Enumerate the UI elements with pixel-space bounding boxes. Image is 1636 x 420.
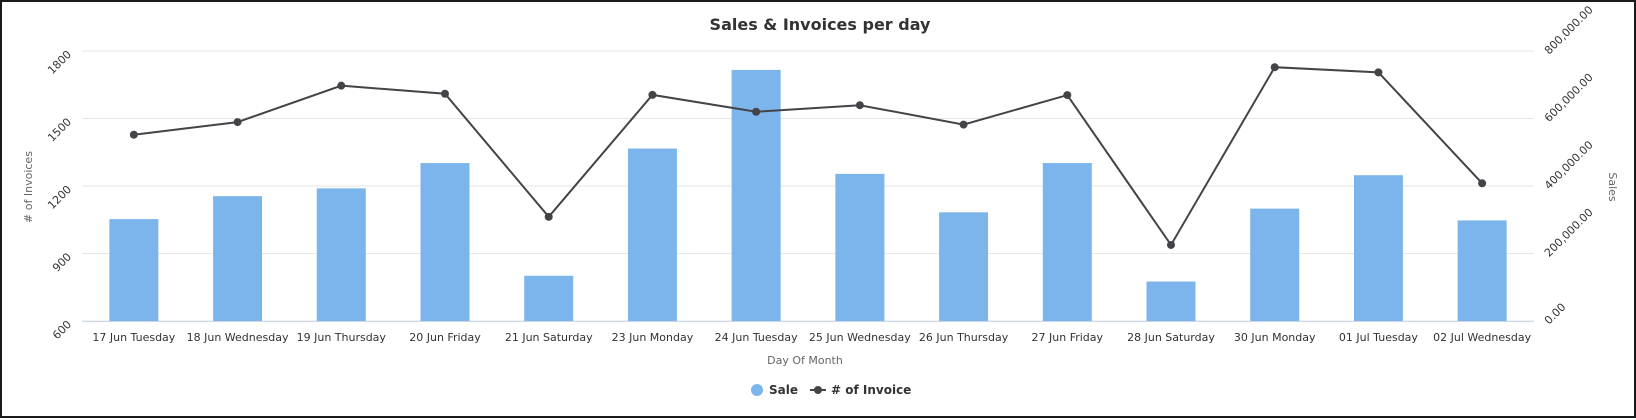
left-y-tick-label: 600 [50, 318, 74, 342]
x-tick-label: 26 Jun Thursday [919, 331, 1009, 344]
x-tick-label: 24 Jun Tuesday [715, 331, 798, 344]
x-tick-label: 20 Jun Friday [409, 331, 481, 344]
legend-invoice-marker [814, 386, 822, 394]
invoice-point[interactable] [337, 81, 346, 90]
sale-bars [109, 69, 1507, 322]
invoice-line-path [133, 66, 1483, 247]
grid-lines [82, 50, 1534, 322]
invoice-line [129, 63, 1487, 249]
x-tick-label: 17 Jun Tuesday [92, 331, 175, 344]
right-y-axis-title: Sales [1606, 172, 1619, 202]
invoice-point[interactable] [752, 107, 761, 116]
x-axis-title: Day Of Month [767, 354, 843, 367]
sale-bar[interactable] [939, 212, 989, 321]
right-y-tick-labels: 0.00 200,000.00 400,000.00 600,000.00 800,00… [1542, 3, 1596, 327]
x-tick-label: 23 Jun Monday [612, 331, 694, 344]
invoice-point[interactable] [1063, 91, 1072, 100]
chart-title: Sales & Invoices per day [710, 15, 931, 34]
sale-bar[interactable] [316, 188, 366, 321]
invoice-point[interactable] [1374, 68, 1383, 77]
sale-bar[interactable] [1457, 220, 1507, 321]
invoice-point[interactable] [648, 90, 657, 99]
legend-invoice-label: # of Invoice [831, 383, 911, 397]
invoice-point[interactable] [959, 120, 968, 129]
left-y-tick-label: 1200 [45, 183, 74, 212]
invoice-point[interactable] [855, 101, 864, 110]
legend-item-sale[interactable]: Sale [751, 383, 798, 397]
right-y-tick-label: 200,000.00 [1542, 206, 1596, 260]
sale-bar[interactable] [213, 196, 263, 321]
invoice-point[interactable] [1270, 63, 1279, 72]
legend: Sale # of Invoice [751, 383, 911, 397]
sale-bar[interactable] [835, 173, 885, 321]
right-y-tick-label: 600,000.00 [1542, 71, 1596, 125]
x-tick-label: 21 Jun Saturday [505, 331, 593, 344]
sale-bar[interactable] [627, 148, 677, 321]
left-y-tick-label: 1800 [45, 48, 74, 77]
right-y-tick-label: 400,000.00 [1542, 138, 1596, 192]
sale-bar[interactable] [1353, 175, 1403, 321]
left-y-tick-label: 900 [50, 250, 74, 274]
sale-bar[interactable] [731, 69, 781, 322]
x-tick-label: 02 Jul Wednesday [1433, 331, 1531, 344]
left-y-axis-title: # of Invoices [22, 151, 35, 223]
invoice-point[interactable] [544, 212, 553, 221]
x-tick-label: 18 Jun Wednesday [187, 331, 289, 344]
legend-sale-label: Sale [769, 383, 798, 397]
legend-sale-marker [751, 384, 763, 396]
sale-bar[interactable] [420, 163, 470, 321]
sale-bar[interactable] [1042, 163, 1092, 321]
x-tick-label: 01 Jul Tuesday [1339, 331, 1419, 344]
x-tick-label: 30 Jun Monday [1234, 331, 1316, 344]
right-y-tick-label: 800,000.00 [1542, 3, 1596, 57]
x-tick-labels: 17 Jun Tuesday 18 Jun Wednesday 19 Jun Thu… [92, 331, 1531, 344]
right-y-tick-label: 0.00 [1542, 301, 1569, 328]
legend-item-invoice[interactable]: # of Invoice [810, 383, 911, 397]
x-tick-label: 19 Jun Thursday [297, 331, 387, 344]
invoice-point[interactable] [1167, 240, 1175, 249]
x-tick-label: 27 Jun Friday [1032, 331, 1104, 344]
invoice-point[interactable] [233, 118, 242, 127]
x-tick-label: 25 Jun Wednesday [809, 331, 911, 344]
x-tick-label: 28 Jun Saturday [1127, 331, 1215, 344]
sale-bar[interactable] [1250, 208, 1300, 321]
sale-bar[interactable] [109, 219, 159, 321]
invoice-point[interactable] [441, 89, 449, 98]
invoice-point[interactable] [129, 130, 138, 139]
left-y-tick-label: 1500 [45, 115, 74, 144]
sale-bar[interactable] [1146, 281, 1196, 321]
left-y-tick-labels: 600 900 1200 1500 1800 [45, 48, 74, 342]
invoice-point[interactable] [1478, 179, 1487, 188]
sale-bar[interactable] [524, 275, 574, 321]
